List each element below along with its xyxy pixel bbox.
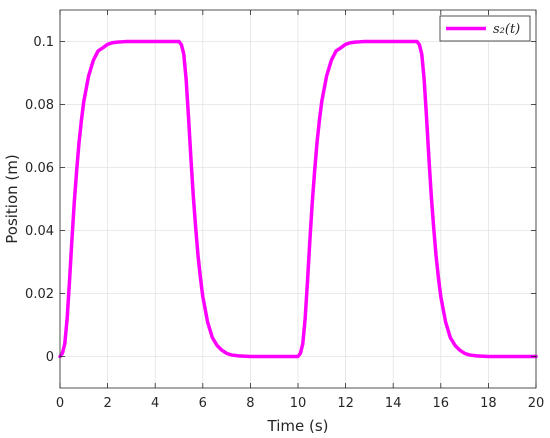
y-tick-label: 0.06 bbox=[25, 161, 54, 176]
x-tick-label: 16 bbox=[433, 396, 450, 411]
x-tick-label: 18 bbox=[480, 396, 497, 411]
y-tick-label: 0 bbox=[46, 350, 54, 365]
x-tick-label: 12 bbox=[337, 396, 354, 411]
legend: s₂(t) bbox=[439, 15, 531, 42]
x-tick-label: 6 bbox=[199, 396, 207, 411]
x-axis-label: Time (s) bbox=[267, 417, 329, 435]
y-tick-label: 0.1 bbox=[33, 35, 54, 50]
series-line bbox=[58, 39, 538, 359]
x-tick-label: 0 bbox=[56, 396, 64, 411]
x-tick-label: 2 bbox=[103, 396, 111, 411]
x-tick-label: 8 bbox=[246, 396, 254, 411]
legend-entry-label: s₂(t) bbox=[493, 22, 520, 37]
x-tick-label: 20 bbox=[528, 396, 545, 411]
series-layer bbox=[58, 39, 538, 359]
x-tick-label: 10 bbox=[290, 396, 307, 411]
x-tick-label: 4 bbox=[151, 396, 159, 411]
y-tick-label: 0.08 bbox=[25, 98, 54, 113]
y-tick-label: 0.02 bbox=[25, 287, 54, 302]
x-axis: 0 2 4 6 8 10 12 14 16 18 20 bbox=[56, 10, 544, 411]
y-axis: 0 0.02 0.04 0.06 0.08 0.1 bbox=[25, 35, 536, 365]
y-axis-label: Position (m) bbox=[3, 154, 21, 244]
x-tick-label: 14 bbox=[385, 396, 402, 411]
y-tick-label: 0.04 bbox=[25, 224, 54, 239]
